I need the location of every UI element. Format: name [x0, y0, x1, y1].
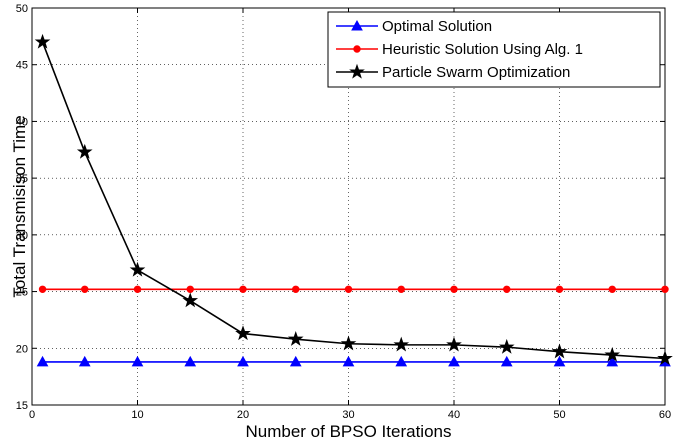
series-0	[36, 355, 671, 367]
data-point	[604, 346, 621, 362]
data-point	[450, 285, 458, 294]
y-tick-label: 50	[16, 3, 28, 15]
data-point	[186, 285, 194, 294]
legend-marker	[351, 19, 363, 31]
data-point	[397, 285, 405, 294]
data-point	[344, 285, 353, 294]
data-point	[448, 355, 460, 367]
data-point	[340, 335, 357, 351]
data-point	[235, 325, 251, 341]
y-tick-label: 40	[16, 116, 28, 128]
series-line	[41, 41, 666, 360]
x-tick-label: 40	[448, 409, 460, 421]
x-tick-label: 20	[237, 409, 249, 421]
series-2	[34, 33, 673, 366]
x-tick-label: 0	[29, 409, 35, 421]
data-point	[661, 285, 669, 294]
data-point	[551, 343, 568, 359]
data-point	[292, 285, 300, 294]
y-axis-label: Total Transmisison Time	[10, 115, 29, 297]
data-point	[76, 143, 93, 159]
x-tick-label: 10	[131, 409, 143, 421]
legend-marker	[349, 63, 365, 79]
data-point	[81, 285, 89, 294]
data-point	[38, 285, 47, 294]
legend-entry: Optimal Solution	[336, 18, 492, 35]
data-point	[606, 355, 619, 367]
legend-entry: Heuristic Solution Using Alg. 1	[336, 41, 583, 58]
series-1	[38, 285, 669, 294]
data-point	[131, 355, 144, 367]
y-tick-label: 25	[16, 287, 28, 299]
y-tick-label: 30	[16, 230, 28, 242]
legend: Optimal Solution Heuristic Solution Using…	[327, 11, 661, 88]
x-axis-label: Number of BPSO Iterations	[246, 422, 452, 441]
legend-entry: Particle Swarm Optimization	[336, 63, 570, 81]
y-tick-label: 45	[16, 60, 28, 72]
y-tick-label: 20	[16, 343, 28, 355]
data-point	[500, 355, 513, 367]
legend-label: Heuristic Solution Using Alg. 1	[382, 41, 583, 58]
data-point	[36, 355, 49, 367]
data-point	[657, 350, 673, 366]
data-point	[133, 285, 142, 294]
data-point	[34, 33, 51, 49]
data-point	[498, 338, 515, 354]
x-tick-label: 30	[342, 409, 354, 421]
y-tick-label: 35	[16, 173, 28, 185]
data-point	[78, 355, 91, 367]
data-point	[184, 355, 197, 367]
data-point	[239, 285, 247, 294]
legend-marker	[353, 45, 361, 53]
data-point	[446, 336, 462, 352]
data-point	[237, 355, 249, 367]
data-point	[553, 355, 566, 367]
series-layer	[34, 33, 673, 367]
legend-label: Particle Swarm Optimization	[382, 64, 570, 81]
x-tick-label: 50	[553, 409, 565, 421]
x-tick-label: 60	[659, 409, 671, 421]
data-point	[342, 355, 355, 367]
data-point	[289, 355, 302, 367]
data-point	[395, 355, 408, 367]
axes: 0 10 20 30 40 50 60 15 20 25 30 35 40 45 50	[16, 3, 671, 421]
data-point	[182, 292, 199, 308]
data-point	[129, 261, 146, 277]
legend-box	[327, 11, 661, 88]
data-point	[393, 336, 410, 352]
legend-label: Optimal Solution	[382, 18, 492, 35]
data-point	[503, 285, 511, 294]
y-tick-label: 15	[16, 400, 28, 412]
data-point	[287, 330, 304, 346]
data-point	[555, 285, 564, 294]
data-point	[608, 285, 616, 294]
